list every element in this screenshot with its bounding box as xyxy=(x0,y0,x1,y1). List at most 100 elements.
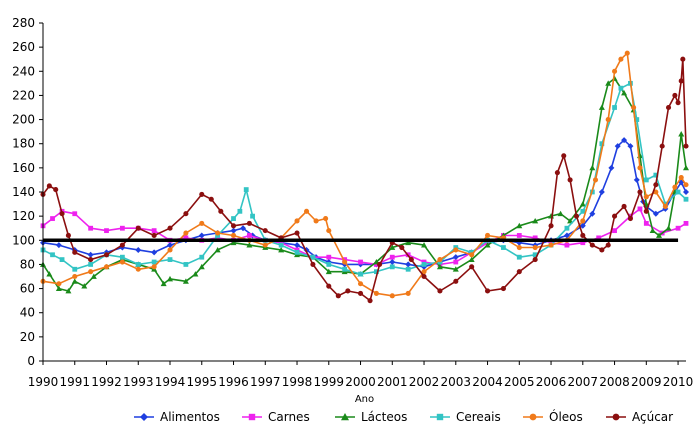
data-point xyxy=(119,259,125,265)
legend: Alimentos Carnes Lácteos Cereais Óleos Açúcar xyxy=(134,409,673,424)
data-point xyxy=(230,227,237,234)
data-point xyxy=(532,244,538,251)
y-tick-label: 220 xyxy=(12,88,35,102)
data-point xyxy=(405,266,411,272)
x-tick-label: 1992 xyxy=(91,375,122,389)
y-tick-label: 120 xyxy=(12,209,35,223)
data-point xyxy=(250,213,255,219)
legend-item: Açúcar xyxy=(606,410,673,424)
data-point xyxy=(484,232,491,239)
series-line xyxy=(42,52,687,297)
y-tick-label: 20 xyxy=(20,330,35,344)
data-point xyxy=(374,262,379,267)
data-point xyxy=(399,244,405,251)
legend-swatch-marker xyxy=(529,413,537,421)
data-point xyxy=(199,254,205,260)
data-point xyxy=(53,187,59,193)
data-point xyxy=(421,259,427,265)
data-point xyxy=(246,233,252,238)
data-point xyxy=(55,242,62,249)
data-point xyxy=(294,230,300,236)
data-point xyxy=(182,278,189,284)
data-point xyxy=(218,208,224,214)
data-point xyxy=(135,246,142,253)
data-point xyxy=(612,68,618,74)
data-point xyxy=(151,228,157,234)
data-point xyxy=(561,153,567,159)
data-point xyxy=(151,259,157,265)
data-point xyxy=(532,252,538,258)
data-point xyxy=(563,232,570,239)
data-point xyxy=(46,271,53,277)
y-tick-label: 100 xyxy=(12,233,35,247)
data-point xyxy=(167,225,173,231)
data-point xyxy=(500,286,506,292)
data-point xyxy=(484,242,491,248)
data-point xyxy=(246,220,252,226)
data-point xyxy=(119,254,125,260)
data-point xyxy=(592,177,599,183)
x-tick-label: 2009 xyxy=(631,375,662,389)
data-point xyxy=(579,222,586,229)
data-point xyxy=(237,208,243,214)
data-point xyxy=(665,104,672,111)
x-tick-label: 1997 xyxy=(250,375,281,389)
data-point xyxy=(675,225,681,231)
y-tick-label: 240 xyxy=(12,64,35,78)
x-tick-label: 2005 xyxy=(504,375,535,389)
data-point xyxy=(373,290,379,296)
data-point xyxy=(596,235,602,241)
x-tick-label: 2010 xyxy=(663,375,694,389)
series-line xyxy=(42,139,687,268)
data-point xyxy=(192,271,199,277)
data-point xyxy=(358,271,363,277)
y-tick-label: 180 xyxy=(12,137,35,151)
x-tick-label: 2004 xyxy=(472,375,503,389)
data-point xyxy=(421,269,427,275)
data-point xyxy=(183,211,189,217)
data-point xyxy=(167,257,173,262)
x-tick-label: 2007 xyxy=(568,375,599,389)
data-point xyxy=(119,225,125,231)
data-point xyxy=(231,216,236,221)
data-point xyxy=(564,242,570,248)
data-point xyxy=(326,283,332,289)
data-point xyxy=(278,242,284,248)
data-point xyxy=(358,259,363,265)
data-point xyxy=(198,263,205,270)
data-point xyxy=(554,170,560,176)
data-point xyxy=(627,216,633,222)
legend-swatch-marker xyxy=(436,413,444,421)
data-point xyxy=(659,143,665,149)
data-point xyxy=(151,249,158,256)
data-point xyxy=(408,257,414,263)
data-point xyxy=(183,230,189,236)
legend-swatch-marker xyxy=(140,413,148,421)
data-point xyxy=(65,232,71,239)
x-tick-label: 1996 xyxy=(218,375,249,389)
data-point xyxy=(421,273,427,280)
data-point xyxy=(637,189,643,195)
legend-item: Carnes xyxy=(242,410,310,424)
data-point xyxy=(199,191,205,197)
data-point xyxy=(672,184,678,190)
data-point xyxy=(88,257,94,263)
data-point xyxy=(90,273,97,279)
data-point xyxy=(452,266,459,272)
data-point xyxy=(469,264,475,270)
data-point xyxy=(453,247,459,253)
data-point xyxy=(516,244,522,251)
data-point xyxy=(452,254,459,261)
data-point xyxy=(605,117,611,123)
data-point xyxy=(564,225,570,231)
data-point xyxy=(208,196,214,202)
data-point xyxy=(104,228,109,234)
data-point xyxy=(683,189,689,195)
data-point xyxy=(589,164,596,171)
data-point xyxy=(643,194,649,200)
data-point xyxy=(516,222,523,229)
legend-label: Açúcar xyxy=(632,410,673,424)
data-point xyxy=(135,262,141,267)
x-tick-label: 1995 xyxy=(186,375,217,389)
x-tick-label: 2000 xyxy=(345,375,376,389)
